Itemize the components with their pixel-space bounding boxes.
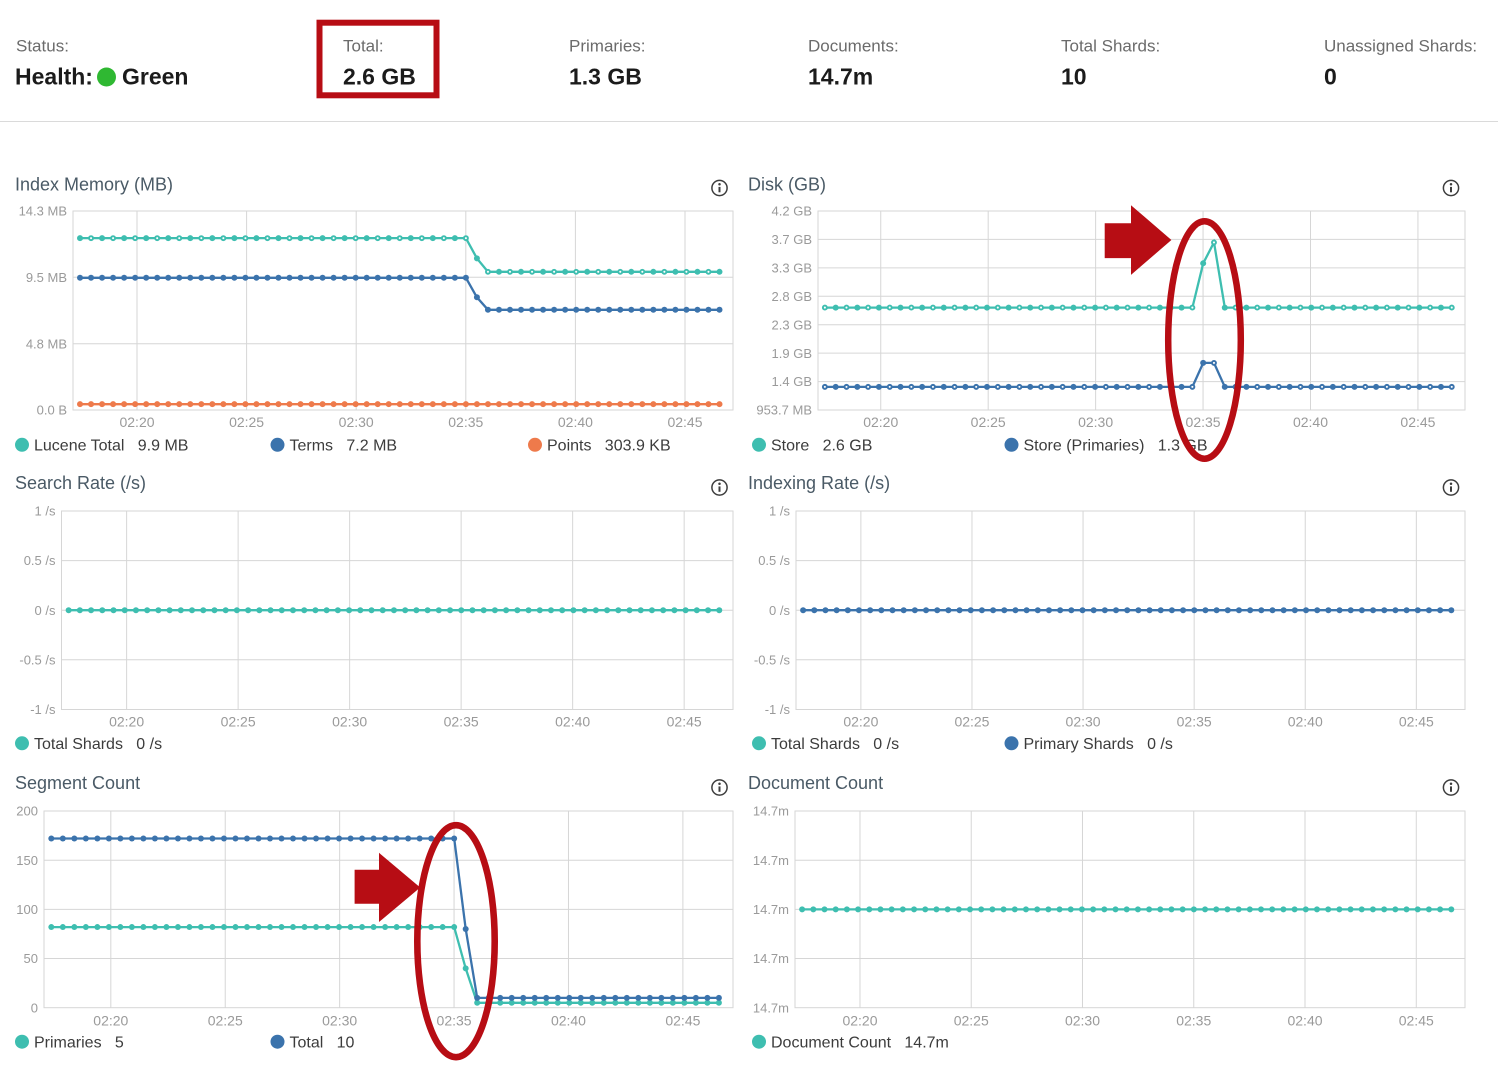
svg-text:02:20: 02:20 xyxy=(842,1012,877,1028)
svg-text:Index Memory (MB): Index Memory (MB) xyxy=(15,175,173,195)
svg-text:-1 /s: -1 /s xyxy=(30,702,56,717)
svg-text:1.9 GB: 1.9 GB xyxy=(772,346,812,361)
svg-text:02:40: 02:40 xyxy=(558,414,593,430)
svg-text:1 /s: 1 /s xyxy=(769,504,790,519)
svg-text:Primary Shards 0 /s: Primary Shards 0 /s xyxy=(1024,736,1173,753)
svg-text:14.7m: 14.7m xyxy=(753,1000,789,1015)
svg-text:4.8 MB: 4.8 MB xyxy=(26,336,67,351)
svg-text:02:35: 02:35 xyxy=(1177,713,1212,729)
svg-text:02:20: 02:20 xyxy=(843,713,878,729)
svg-text:Store 2.6 GB: Store 2.6 GB xyxy=(771,437,872,454)
svg-text:Primaries:: Primaries: xyxy=(569,37,646,56)
svg-text:02:40: 02:40 xyxy=(555,713,590,729)
svg-text:02:45: 02:45 xyxy=(1399,713,1434,729)
svg-text:02:45: 02:45 xyxy=(667,713,702,729)
svg-text:Green: Green xyxy=(122,64,188,90)
svg-text:Total Shards 0 /s: Total Shards 0 /s xyxy=(34,736,162,753)
svg-text:02:45: 02:45 xyxy=(1399,1012,1434,1028)
svg-text:Total:: Total: xyxy=(343,37,384,56)
svg-text:14.7m: 14.7m xyxy=(753,804,789,819)
svg-text:0.5 /s: 0.5 /s xyxy=(758,553,790,568)
svg-text:Total Shards:: Total Shards: xyxy=(1061,37,1160,56)
svg-text:02:25: 02:25 xyxy=(208,1012,243,1028)
svg-text:Status:: Status: xyxy=(16,37,69,56)
svg-text:Health:: Health: xyxy=(15,64,93,90)
svg-text:0 /s: 0 /s xyxy=(769,603,790,618)
svg-text:9.5 MB: 9.5 MB xyxy=(26,270,67,285)
svg-text:14.7m: 14.7m xyxy=(753,951,789,966)
svg-text:14.7m: 14.7m xyxy=(753,853,789,868)
svg-text:02:35: 02:35 xyxy=(444,713,479,729)
svg-text:Documents:: Documents: xyxy=(808,37,899,56)
svg-text:50: 50 xyxy=(24,951,38,966)
svg-text:02:35: 02:35 xyxy=(448,414,483,430)
svg-text:2.8 GB: 2.8 GB xyxy=(772,289,812,304)
svg-text:02:45: 02:45 xyxy=(1400,414,1435,430)
svg-text:Document Count: Document Count xyxy=(748,773,883,793)
svg-text:Search Rate (/s): Search Rate (/s) xyxy=(15,473,146,493)
svg-text:02:40: 02:40 xyxy=(1287,1012,1322,1028)
svg-text:10: 10 xyxy=(1061,64,1087,90)
svg-text:4.2 GB: 4.2 GB xyxy=(772,204,812,219)
svg-text:02:25: 02:25 xyxy=(221,713,256,729)
svg-text:-0.5 /s: -0.5 /s xyxy=(754,652,791,667)
svg-text:200: 200 xyxy=(16,804,38,819)
svg-text:100: 100 xyxy=(16,902,38,917)
svg-text:2.6 GB: 2.6 GB xyxy=(343,64,416,90)
svg-text:02:30: 02:30 xyxy=(332,713,367,729)
svg-text:02:30: 02:30 xyxy=(1065,1012,1100,1028)
svg-text:02:20: 02:20 xyxy=(109,713,144,729)
svg-text:14.3 MB: 14.3 MB xyxy=(19,204,67,219)
svg-text:Disk (GB): Disk (GB) xyxy=(748,175,826,195)
svg-text:02:45: 02:45 xyxy=(665,1012,700,1028)
svg-text:02:40: 02:40 xyxy=(1288,713,1323,729)
svg-text:02:45: 02:45 xyxy=(667,414,702,430)
svg-text:Segment Count: Segment Count xyxy=(15,773,140,793)
svg-text:3.3 GB: 3.3 GB xyxy=(772,260,812,275)
svg-text:Lucene Total 9.9 MB: Lucene Total 9.9 MB xyxy=(34,437,188,454)
svg-text:02:25: 02:25 xyxy=(971,414,1006,430)
svg-text:2.3 GB: 2.3 GB xyxy=(772,317,812,332)
svg-text:02:30: 02:30 xyxy=(322,1012,357,1028)
svg-text:0.5 /s: 0.5 /s xyxy=(24,553,56,568)
svg-text:-1 /s: -1 /s xyxy=(765,702,791,717)
svg-text:02:35: 02:35 xyxy=(1176,1012,1211,1028)
svg-text:02:35: 02:35 xyxy=(437,1012,472,1028)
svg-text:Points 303.9 KB: Points 303.9 KB xyxy=(547,437,671,454)
svg-text:02:25: 02:25 xyxy=(954,1012,989,1028)
svg-text:Store (Primaries) 1.3 GB: Store (Primaries) 1.3 GB xyxy=(1024,437,1208,454)
svg-text:0: 0 xyxy=(31,1000,38,1015)
svg-text:Document Count 14.7m: Document Count 14.7m xyxy=(771,1034,949,1051)
svg-text:Total 10: Total 10 xyxy=(290,1034,355,1051)
svg-text:02:40: 02:40 xyxy=(551,1012,586,1028)
svg-text:02:30: 02:30 xyxy=(1066,713,1101,729)
svg-text:1.4 GB: 1.4 GB xyxy=(772,374,812,389)
svg-text:Unassigned Shards:: Unassigned Shards: xyxy=(1324,37,1477,56)
svg-text:-0.5 /s: -0.5 /s xyxy=(19,652,56,667)
svg-text:02:30: 02:30 xyxy=(1078,414,1113,430)
svg-text:02:40: 02:40 xyxy=(1293,414,1328,430)
svg-text:0 /s: 0 /s xyxy=(35,603,56,618)
svg-text:953.7 MB: 953.7 MB xyxy=(756,403,812,418)
svg-text:0: 0 xyxy=(1324,64,1337,90)
svg-text:14.7m: 14.7m xyxy=(808,64,873,90)
svg-text:02:20: 02:20 xyxy=(863,414,898,430)
svg-text:3.7 GB: 3.7 GB xyxy=(772,232,812,247)
svg-text:02:25: 02:25 xyxy=(954,713,989,729)
svg-text:02:35: 02:35 xyxy=(1186,414,1221,430)
svg-text:02:30: 02:30 xyxy=(339,414,374,430)
svg-text:Total Shards 0 /s: Total Shards 0 /s xyxy=(771,736,899,753)
svg-text:14.7m: 14.7m xyxy=(753,902,789,917)
svg-text:Terms 7.2 MB: Terms 7.2 MB xyxy=(290,437,398,454)
svg-text:02:25: 02:25 xyxy=(229,414,264,430)
svg-text:0.0 B: 0.0 B xyxy=(37,403,67,418)
svg-text:150: 150 xyxy=(16,853,38,868)
svg-text:1 /s: 1 /s xyxy=(35,504,56,519)
svg-text:02:20: 02:20 xyxy=(119,414,154,430)
svg-text:Indexing Rate (/s): Indexing Rate (/s) xyxy=(748,473,890,493)
svg-text:1.3 GB: 1.3 GB xyxy=(569,64,642,90)
svg-text:Primaries 5: Primaries 5 xyxy=(34,1034,124,1051)
svg-text:02:20: 02:20 xyxy=(93,1012,128,1028)
